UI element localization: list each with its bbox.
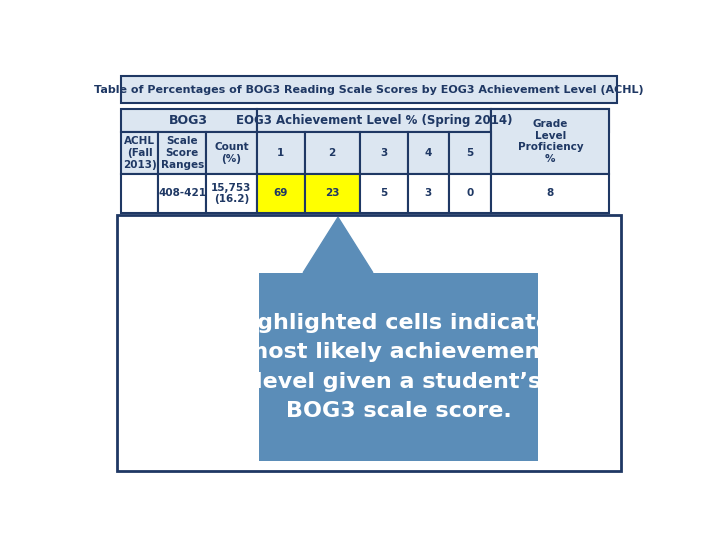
Text: ACHL
(Fall
2013): ACHL (Fall 2013) — [122, 137, 156, 170]
FancyBboxPatch shape — [449, 132, 492, 174]
Text: Highlighted cells indicated
most likely achievement
level given a student’s
BOG3: Highlighted cells indicated most likely … — [230, 313, 567, 421]
Text: 3: 3 — [425, 188, 432, 198]
FancyBboxPatch shape — [305, 174, 360, 213]
Text: Scale
Score
Ranges: Scale Score Ranges — [161, 137, 204, 170]
Polygon shape — [303, 217, 373, 273]
Text: 15,753
(16.2): 15,753 (16.2) — [211, 183, 251, 204]
Text: EOG3 Achievement Level % (Spring 2014): EOG3 Achievement Level % (Spring 2014) — [235, 114, 513, 127]
FancyBboxPatch shape — [408, 132, 449, 174]
Text: 4: 4 — [425, 148, 432, 158]
Text: 23: 23 — [325, 188, 339, 198]
Text: 5: 5 — [380, 188, 387, 198]
FancyBboxPatch shape — [259, 273, 538, 461]
Text: 69: 69 — [274, 188, 288, 198]
FancyBboxPatch shape — [305, 132, 360, 174]
FancyBboxPatch shape — [492, 174, 609, 213]
Text: 1: 1 — [277, 148, 284, 158]
FancyBboxPatch shape — [256, 174, 305, 213]
FancyBboxPatch shape — [360, 132, 408, 174]
Text: BOG3: BOG3 — [169, 114, 208, 127]
FancyBboxPatch shape — [492, 109, 609, 174]
Text: 2: 2 — [328, 148, 336, 158]
FancyBboxPatch shape — [121, 132, 158, 174]
Text: 0: 0 — [467, 188, 474, 198]
Text: Grade
Level
Proficiency
%: Grade Level Proficiency % — [518, 119, 583, 164]
FancyBboxPatch shape — [158, 174, 206, 213]
FancyBboxPatch shape — [360, 174, 408, 213]
FancyBboxPatch shape — [408, 174, 449, 213]
Text: 5: 5 — [467, 148, 474, 158]
Text: Count
(%): Count (%) — [214, 142, 248, 164]
Text: 3: 3 — [380, 148, 387, 158]
FancyBboxPatch shape — [121, 76, 617, 103]
Text: 8: 8 — [546, 188, 554, 198]
FancyBboxPatch shape — [256, 132, 305, 174]
FancyBboxPatch shape — [158, 132, 206, 174]
FancyBboxPatch shape — [256, 109, 492, 132]
Text: 408-421: 408-421 — [158, 188, 206, 198]
FancyBboxPatch shape — [121, 109, 256, 132]
FancyBboxPatch shape — [206, 132, 256, 174]
FancyBboxPatch shape — [121, 174, 158, 213]
FancyBboxPatch shape — [492, 109, 609, 132]
FancyBboxPatch shape — [449, 174, 492, 213]
FancyBboxPatch shape — [117, 215, 621, 471]
FancyBboxPatch shape — [206, 174, 256, 213]
Text: Table of Percentages of BOG3 Reading Scale Scores by EOG3 Achievement Level (ACH: Table of Percentages of BOG3 Reading Sca… — [94, 85, 644, 95]
